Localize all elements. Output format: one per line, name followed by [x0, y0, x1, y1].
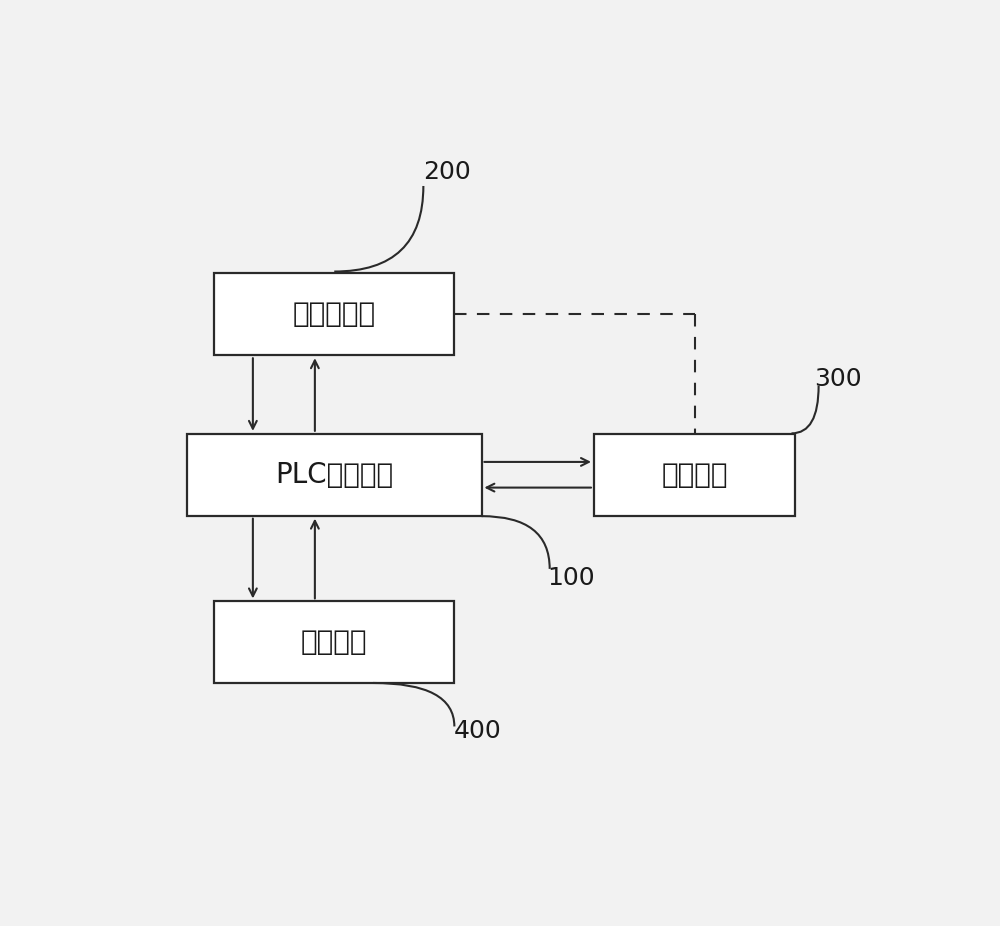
Bar	[187, 433, 482, 516]
Text: PLC控制系统: PLC控制系统	[275, 461, 393, 489]
Text: 200: 200	[423, 159, 471, 183]
Bar	[214, 273, 454, 356]
Text: 视觉相机: 视觉相机	[661, 461, 728, 489]
Text: 300: 300	[814, 367, 862, 391]
Text: 400: 400	[454, 720, 502, 744]
Text: 插值机器人: 插值机器人	[293, 300, 376, 329]
Bar	[214, 601, 454, 683]
Bar	[594, 433, 795, 516]
Text: 牵线模块: 牵线模块	[301, 629, 368, 657]
Text: 100: 100	[547, 566, 594, 590]
